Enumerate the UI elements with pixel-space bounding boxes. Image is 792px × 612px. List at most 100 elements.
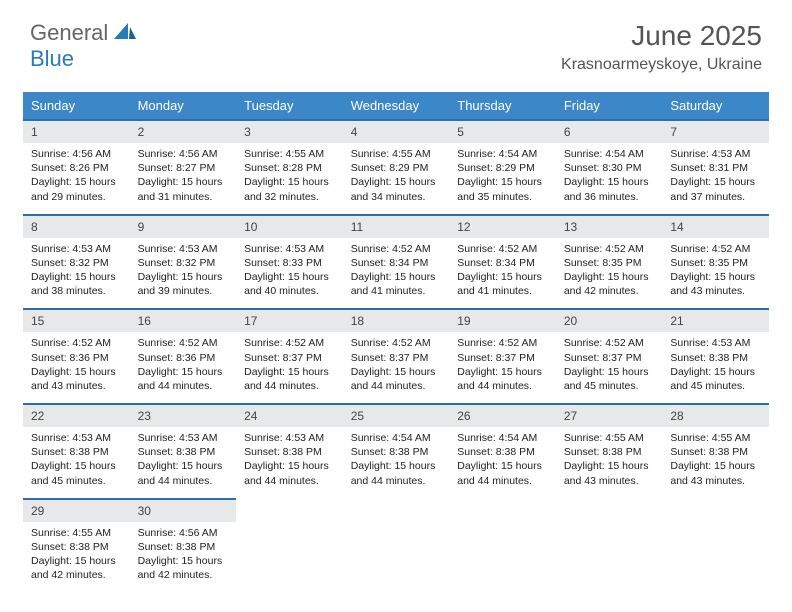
day-details: Sunrise: 4:54 AMSunset: 8:38 PMDaylight:… [449,427,556,498]
calendar-day-cell: 14Sunrise: 4:52 AMSunset: 8:35 PMDayligh… [662,215,769,310]
day-details: Sunrise: 4:52 AMSunset: 8:36 PMDaylight:… [23,332,130,403]
day-details: Sunrise: 4:55 AMSunset: 8:28 PMDaylight:… [236,143,343,214]
day-details: Sunrise: 4:53 AMSunset: 8:33 PMDaylight:… [236,238,343,309]
calendar-day-cell [556,499,663,593]
day-number: 2 [130,121,237,143]
calendar-day-cell: 18Sunrise: 4:52 AMSunset: 8:37 PMDayligh… [343,309,450,404]
day-number: 21 [662,310,769,332]
calendar-day-cell [662,499,769,593]
calendar-day-cell: 21Sunrise: 4:53 AMSunset: 8:38 PMDayligh… [662,309,769,404]
weekday-header: Sunday [23,92,130,120]
calendar-day-cell: 12Sunrise: 4:52 AMSunset: 8:34 PMDayligh… [449,215,556,310]
day-details: Sunrise: 4:53 AMSunset: 8:32 PMDaylight:… [130,238,237,309]
day-number: 27 [556,405,663,427]
day-number: 19 [449,310,556,332]
logo: General [30,20,138,46]
day-details: Sunrise: 4:52 AMSunset: 8:35 PMDaylight:… [662,238,769,309]
calendar-week-row: 1Sunrise: 4:56 AMSunset: 8:26 PMDaylight… [23,120,769,215]
day-details: Sunrise: 4:53 AMSunset: 8:31 PMDaylight:… [662,143,769,214]
day-number: 24 [236,405,343,427]
day-details: Sunrise: 4:55 AMSunset: 8:29 PMDaylight:… [343,143,450,214]
day-number: 17 [236,310,343,332]
calendar-day-cell: 6Sunrise: 4:54 AMSunset: 8:30 PMDaylight… [556,120,663,215]
day-details: Sunrise: 4:56 AMSunset: 8:27 PMDaylight:… [130,143,237,214]
weekday-header: Thursday [449,92,556,120]
calendar-day-cell: 20Sunrise: 4:52 AMSunset: 8:37 PMDayligh… [556,309,663,404]
calendar-day-cell: 26Sunrise: 4:54 AMSunset: 8:38 PMDayligh… [449,404,556,499]
day-details: Sunrise: 4:53 AMSunset: 8:38 PMDaylight:… [236,427,343,498]
day-number: 4 [343,121,450,143]
calendar-day-cell: 3Sunrise: 4:55 AMSunset: 8:28 PMDaylight… [236,120,343,215]
calendar-table: Sunday Monday Tuesday Wednesday Thursday… [23,92,769,592]
day-number: 23 [130,405,237,427]
weekday-header: Wednesday [343,92,450,120]
day-details: Sunrise: 4:56 AMSunset: 8:38 PMDaylight:… [130,522,237,593]
calendar-day-cell: 25Sunrise: 4:54 AMSunset: 8:38 PMDayligh… [343,404,450,499]
calendar-day-cell: 5Sunrise: 4:54 AMSunset: 8:29 PMDaylight… [449,120,556,215]
weekday-header: Monday [130,92,237,120]
calendar-day-cell: 13Sunrise: 4:52 AMSunset: 8:35 PMDayligh… [556,215,663,310]
day-number: 11 [343,216,450,238]
calendar-week-row: 29Sunrise: 4:55 AMSunset: 8:38 PMDayligh… [23,499,769,593]
day-number: 3 [236,121,343,143]
calendar-week-row: 22Sunrise: 4:53 AMSunset: 8:38 PMDayligh… [23,404,769,499]
weekday-header: Saturday [662,92,769,120]
day-details: Sunrise: 4:52 AMSunset: 8:36 PMDaylight:… [130,332,237,403]
calendar-day-cell: 19Sunrise: 4:52 AMSunset: 8:37 PMDayligh… [449,309,556,404]
day-number: 7 [662,121,769,143]
day-details: Sunrise: 4:54 AMSunset: 8:38 PMDaylight:… [343,427,450,498]
day-number: 6 [556,121,663,143]
calendar-day-cell: 28Sunrise: 4:55 AMSunset: 8:38 PMDayligh… [662,404,769,499]
day-number: 5 [449,121,556,143]
calendar-day-cell [449,499,556,593]
day-number: 12 [449,216,556,238]
day-details: Sunrise: 4:52 AMSunset: 8:37 PMDaylight:… [449,332,556,403]
calendar-day-cell: 8Sunrise: 4:53 AMSunset: 8:32 PMDaylight… [23,215,130,310]
day-details: Sunrise: 4:52 AMSunset: 8:34 PMDaylight:… [449,238,556,309]
day-number: 30 [130,500,237,522]
day-details: Sunrise: 4:53 AMSunset: 8:38 PMDaylight:… [130,427,237,498]
day-details: Sunrise: 4:55 AMSunset: 8:38 PMDaylight:… [556,427,663,498]
calendar-day-cell: 22Sunrise: 4:53 AMSunset: 8:38 PMDayligh… [23,404,130,499]
calendar-day-cell: 10Sunrise: 4:53 AMSunset: 8:33 PMDayligh… [236,215,343,310]
day-details: Sunrise: 4:55 AMSunset: 8:38 PMDaylight:… [662,427,769,498]
day-number: 13 [556,216,663,238]
day-details: Sunrise: 4:52 AMSunset: 8:35 PMDaylight:… [556,238,663,309]
day-details: Sunrise: 4:53 AMSunset: 8:38 PMDaylight:… [23,427,130,498]
calendar-day-cell: 23Sunrise: 4:53 AMSunset: 8:38 PMDayligh… [130,404,237,499]
day-number: 1 [23,121,130,143]
day-details: Sunrise: 4:53 AMSunset: 8:38 PMDaylight:… [662,332,769,403]
day-number: 29 [23,500,130,522]
weekday-header: Friday [556,92,663,120]
day-details: Sunrise: 4:54 AMSunset: 8:29 PMDaylight:… [449,143,556,214]
calendar-day-cell: 29Sunrise: 4:55 AMSunset: 8:38 PMDayligh… [23,499,130,593]
calendar-day-cell: 2Sunrise: 4:56 AMSunset: 8:27 PMDaylight… [130,120,237,215]
logo-sail-icon [114,21,136,46]
day-number: 16 [130,310,237,332]
calendar-day-cell: 15Sunrise: 4:52 AMSunset: 8:36 PMDayligh… [23,309,130,404]
calendar-day-cell: 27Sunrise: 4:55 AMSunset: 8:38 PMDayligh… [556,404,663,499]
calendar-day-cell: 24Sunrise: 4:53 AMSunset: 8:38 PMDayligh… [236,404,343,499]
calendar-day-cell: 1Sunrise: 4:56 AMSunset: 8:26 PMDaylight… [23,120,130,215]
weekday-header-row: Sunday Monday Tuesday Wednesday Thursday… [23,92,769,120]
calendar-day-cell: 9Sunrise: 4:53 AMSunset: 8:32 PMDaylight… [130,215,237,310]
day-number: 8 [23,216,130,238]
day-number: 9 [130,216,237,238]
calendar-week-row: 15Sunrise: 4:52 AMSunset: 8:36 PMDayligh… [23,309,769,404]
calendar-day-cell: 11Sunrise: 4:52 AMSunset: 8:34 PMDayligh… [343,215,450,310]
calendar-day-cell: 16Sunrise: 4:52 AMSunset: 8:36 PMDayligh… [130,309,237,404]
location: Krasnoarmeyskoye, Ukraine [561,56,762,74]
day-details: Sunrise: 4:52 AMSunset: 8:37 PMDaylight:… [236,332,343,403]
day-number: 28 [662,405,769,427]
header: General June 2025 Krasnoarmeyskoye, Ukra… [0,0,792,84]
day-number: 18 [343,310,450,332]
day-details: Sunrise: 4:56 AMSunset: 8:26 PMDaylight:… [23,143,130,214]
day-details: Sunrise: 4:53 AMSunset: 8:32 PMDaylight:… [23,238,130,309]
calendar-day-cell: 17Sunrise: 4:52 AMSunset: 8:37 PMDayligh… [236,309,343,404]
day-number: 22 [23,405,130,427]
month-title: June 2025 [561,20,762,52]
calendar-week-row: 8Sunrise: 4:53 AMSunset: 8:32 PMDaylight… [23,215,769,310]
day-number: 26 [449,405,556,427]
calendar-day-cell [343,499,450,593]
logo-text-general: General [30,20,108,46]
